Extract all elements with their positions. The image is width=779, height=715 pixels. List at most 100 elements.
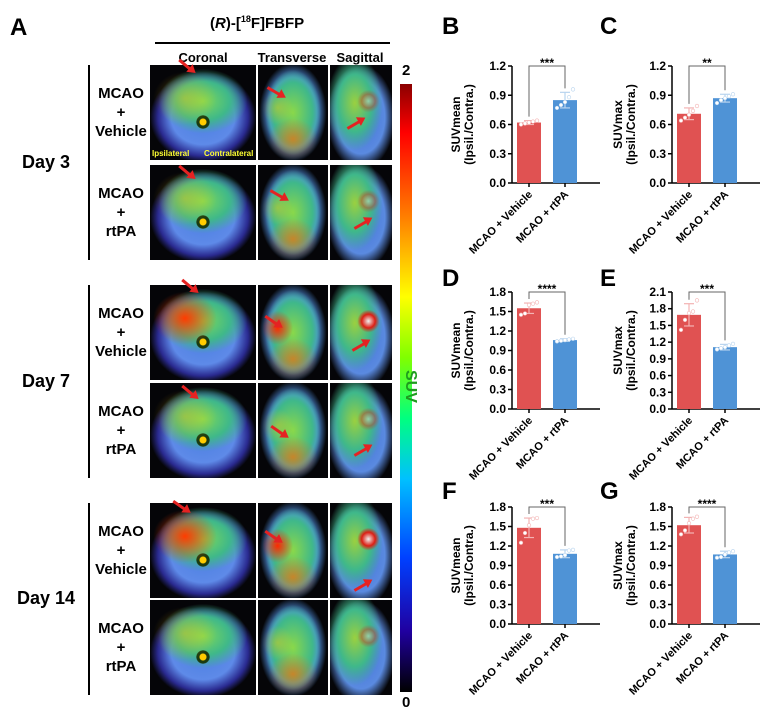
contralateral-label: Contralateral <box>204 149 254 158</box>
y-tick-label: 0.9 <box>649 352 666 366</box>
significance-bracket <box>688 506 726 548</box>
bar-rtpa <box>553 553 577 624</box>
data-point <box>526 120 532 125</box>
pet-image-transverse <box>258 383 328 478</box>
data-point <box>526 523 532 528</box>
y-tick-label: 0.3 <box>489 598 506 612</box>
y-tick-label: 1.8 <box>649 302 666 316</box>
data-point <box>722 96 728 101</box>
data-point <box>722 345 728 350</box>
significance-stars: **** <box>698 497 717 511</box>
colorbar-min: 0 <box>402 694 411 711</box>
data-point <box>530 516 536 521</box>
panel-letter: E <box>600 265 616 292</box>
x-tick-label: MCAO + Vehicle <box>467 630 535 698</box>
bar-vehicle <box>517 308 541 409</box>
pet-image-sagittal <box>330 65 392 160</box>
y-axis-label-units: (Ipsil./Contra.) <box>462 525 476 606</box>
y-tick-label: 0.9 <box>649 88 666 102</box>
pet-image-sagittal <box>330 383 392 478</box>
group-label-line: + <box>116 541 126 559</box>
significance-stars: *** <box>540 497 554 511</box>
y-tick-label: 1.2 <box>649 335 666 349</box>
data-point <box>682 528 688 533</box>
day-group-bracket <box>88 65 90 260</box>
y-tick-label: 0.6 <box>649 118 666 132</box>
y-tick-label: 1.8 <box>489 285 506 299</box>
data-point <box>714 100 720 106</box>
significance-bracket <box>688 65 726 104</box>
data-point <box>726 550 732 555</box>
group-label: MCAO + Vehicle <box>86 304 156 361</box>
y-tick-label: 1.2 <box>649 539 666 553</box>
data-point <box>682 317 688 322</box>
pet-image-transverse <box>258 600 328 695</box>
pet-image-coronal <box>150 503 256 598</box>
data-point <box>566 95 572 100</box>
y-tick-label: 0.3 <box>489 383 506 397</box>
data-point <box>694 514 700 519</box>
group-label-line: Vehicle <box>95 122 147 140</box>
data-point <box>566 337 572 342</box>
group-label: MCAO + Vehicle <box>86 84 156 141</box>
data-point <box>554 339 560 344</box>
pet-image-coronal <box>150 65 256 160</box>
column-header-coronal: Coronal <box>178 50 228 65</box>
group-label-line: MCAO <box>98 184 144 202</box>
y-tick-label: 1.2 <box>649 59 666 73</box>
data-point <box>726 343 732 348</box>
data-point <box>730 92 736 97</box>
y-tick-label: 0.6 <box>489 363 506 377</box>
data-point <box>518 540 524 545</box>
chart-f: F SUVmean (Ipsil./Contra.) 0.0 0.3 0.6 0.9 1.2 1… <box>442 478 600 698</box>
y-axis-label: SUVmax <box>611 100 625 149</box>
data-point <box>714 347 720 352</box>
data-point <box>690 108 696 113</box>
y-tick-label: 1.5 <box>489 305 506 319</box>
chart-d: D SUVmean (Ipsil./Contra.) 0.0 0.3 0.6 0.9 1.2 1… <box>442 265 600 483</box>
data-point <box>678 327 684 332</box>
group-label-line: Vehicle <box>95 342 147 360</box>
data-point <box>722 552 728 557</box>
data-point <box>730 549 736 554</box>
data-point <box>526 302 532 308</box>
group-label-line: + <box>116 203 126 221</box>
y-tick-label: 0.0 <box>649 176 666 190</box>
data-point <box>530 119 536 124</box>
y-axis-label-units: (Ipsil./Contra.) <box>462 310 476 391</box>
data-point <box>690 516 696 521</box>
data-point <box>686 521 692 526</box>
tracer-prefix: ( <box>210 15 215 32</box>
data-point <box>558 102 564 108</box>
y-axis-label: SUVmean <box>449 537 463 593</box>
group-label-line: MCAO <box>98 402 144 420</box>
group-label-line: MCAO <box>98 522 144 540</box>
data-point <box>718 554 724 560</box>
pet-image-transverse <box>258 285 328 380</box>
group-label: MCAO + rtPA <box>86 402 156 459</box>
panel-letter: D <box>442 265 459 292</box>
y-tick-label: 0.9 <box>649 559 666 573</box>
significance-stars: ** <box>702 56 712 70</box>
y-tick-label: 1.2 <box>489 59 506 73</box>
pet-image-coronal <box>150 383 256 478</box>
data-point <box>534 118 540 123</box>
data-point <box>562 337 568 343</box>
title-underline <box>155 42 390 44</box>
y-tick-label: 1.2 <box>489 539 506 553</box>
data-point <box>730 341 736 346</box>
significance-bracket <box>528 291 566 335</box>
y-axis-label-units: (Ipsil./Contra.) <box>624 525 638 606</box>
pet-image-coronal <box>150 600 256 695</box>
bar-rtpa <box>553 340 577 409</box>
data-point <box>562 552 568 558</box>
column-header-transverse: Transverse <box>257 50 327 65</box>
y-tick-label: 0.9 <box>489 559 506 573</box>
day-group-bracket <box>88 503 90 695</box>
pet-image-sagittal <box>330 600 392 695</box>
group-label-line: Vehicle <box>95 560 147 578</box>
chart-g: G SUVmax (Ipsil./Contra.) 0.0 0.3 0.6 0.9 1.2 1.… <box>600 478 760 698</box>
data-point <box>554 105 560 111</box>
data-point <box>718 346 724 351</box>
